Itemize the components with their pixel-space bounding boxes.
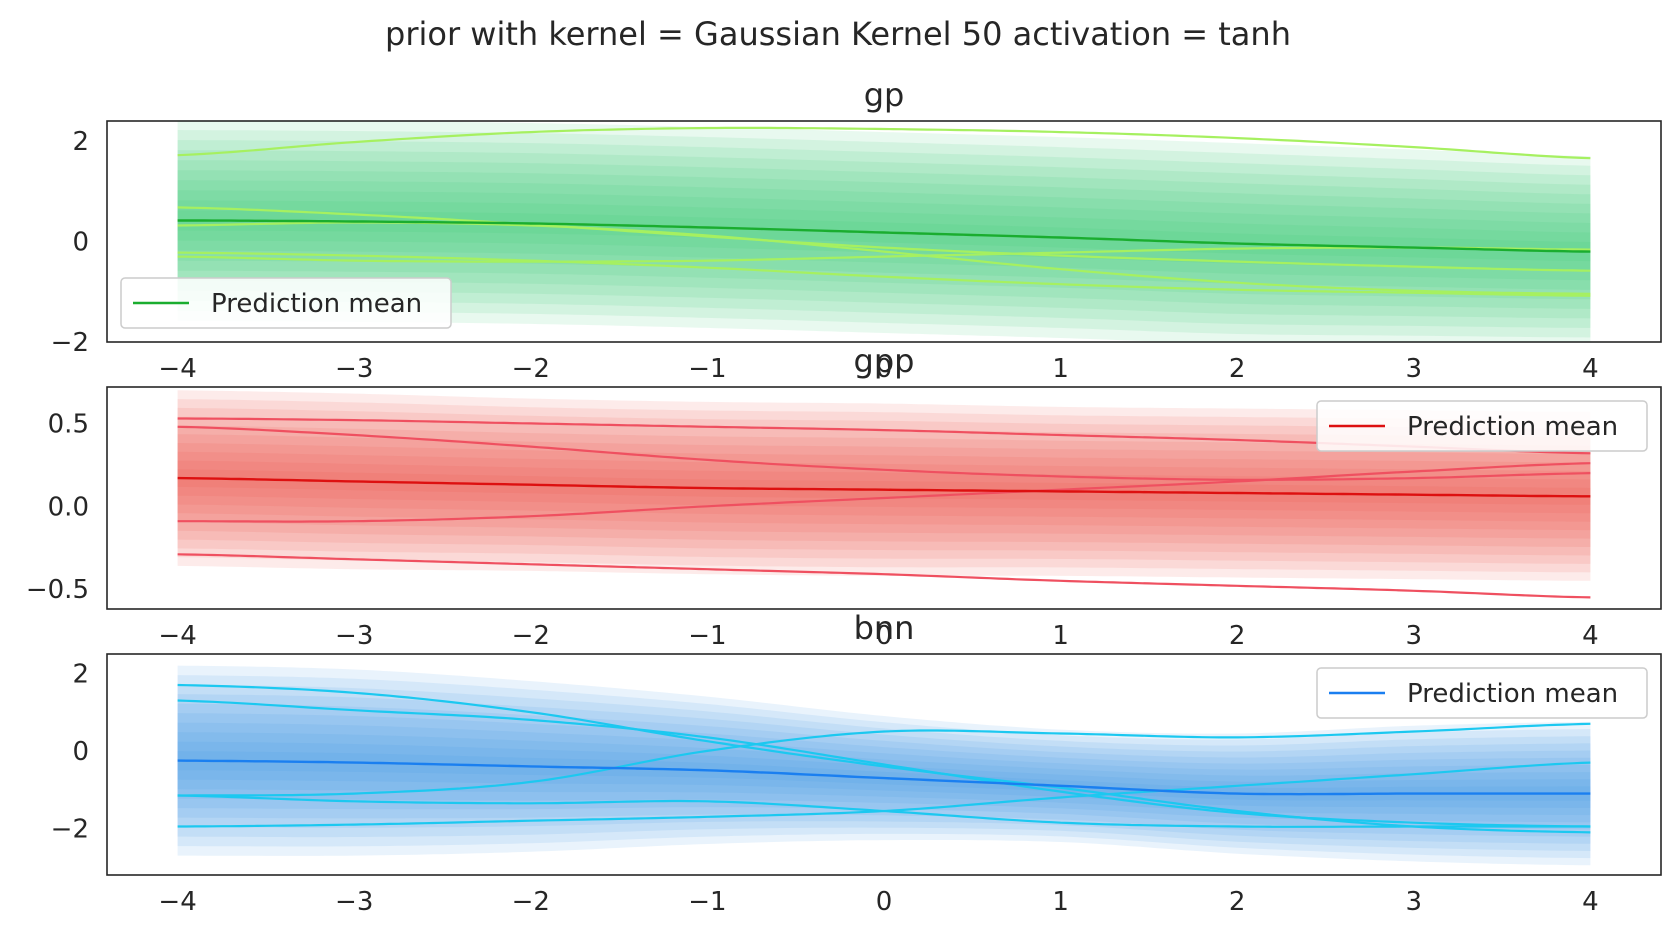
gpp-xtick-label: 3 [1406,621,1423,651]
bnn-ytick-label: −2 [51,815,89,845]
gp-uncertainty-band [177,150,1591,319]
gp-sample-line-5 [177,246,1591,263]
gpp-xtick-label: −3 [335,621,373,651]
gpp-ytick-label: 0.5 [48,409,89,439]
gpp-legend: Prediction mean [1316,400,1648,452]
bnn-legend: Prediction mean [1316,667,1648,719]
gpp-xtick-label: 0 [876,621,893,651]
gp-xtick-label: 0 [876,354,893,384]
gp-legend-box [120,277,452,329]
bnn-xtick-label: −1 [688,887,726,917]
gpp-xtick-label: −4 [158,621,196,651]
bnn-sample-line-1 [177,683,1591,834]
bnn-ytick-label: 0 [72,737,89,767]
gpp-uncertainty-band [177,416,1591,556]
gp-uncertainty-band [177,160,1591,309]
bnn-xtick-label: 3 [1406,887,1423,917]
gpp-xtick-label: 1 [1052,621,1069,651]
bnn-uncertainty-band [177,751,1591,801]
figure-suptitle: prior with kernel = Gaussian Kernel 50 a… [385,15,1291,53]
gp-title: gp [864,76,905,114]
gpp-xtick-label: −1 [688,621,726,651]
panel-gpp: −4 −3 −2 −1 0 1 2 3 4 0.5 0.0 −0.5 gpp Prediction mea… [26,342,1662,651]
gpp-sample-line-4 [177,553,1591,599]
gp-axes-frame [106,120,1662,343]
gpp-uncertainty-band [177,469,1591,505]
gpp-uncertainty-band [177,399,1591,573]
bnn-uncertainty-band [177,741,1591,808]
gp-xtick-label: 2 [1229,354,1246,384]
gpp-uncertainty-band [177,451,1591,522]
gp-xtick-label: −4 [158,354,196,384]
bnn-xtick-label: 1 [1052,887,1069,917]
bnn-xtick-label: 0 [876,887,893,917]
bnn-title: bnn [854,609,915,647]
bnn-plot-area [177,665,1591,866]
gp-plot-area [177,121,1591,342]
gp-ytick-label: 2 [72,127,89,157]
gp-sample-line-2 [177,206,1591,272]
bnn-xtick-label: −4 [158,887,196,917]
bnn-sample-line-5 [177,761,1591,828]
bnn-axes-frame [106,653,1662,876]
panel-gp: −4 −3 −2 −1 0 1 2 3 4 2 0 −2 gp Prediction mean [51,76,1662,384]
gp-xtick-label: 3 [1406,354,1423,384]
gp-uncertainty-band [177,190,1591,281]
panel-bnn: −4 −3 −2 −1 0 1 2 3 4 2 0 −2 bnn Prediction mean [51,609,1662,917]
gpp-plot-area [177,390,1591,599]
gp-legend-label: Prediction mean [211,289,422,319]
gp-sample-line-4 [177,251,1591,297]
gp-uncertainty-band [177,130,1591,338]
gp-legend: Prediction mean [120,277,452,329]
bnn-xtick-label: −2 [512,887,550,917]
gpp-xtick-label: −2 [512,621,550,651]
bnn-sample-line-3 [177,722,1591,797]
gp-xtick-label: −2 [512,354,550,384]
bnn-sample-line-2 [177,699,1591,828]
gpp-legend-box [1316,400,1648,452]
gpp-uncertainty-band [177,390,1591,581]
gp-xtick-label: 1 [1052,354,1069,384]
gpp-legend-label: Prediction mean [1407,412,1618,442]
gp-xtick-label: −3 [335,354,373,384]
bnn-xtick-label: −3 [335,887,373,917]
bnn-xtick-label: 2 [1229,887,1246,917]
gpp-mean-line [177,476,1591,498]
gp-sample-line-1 [177,126,1591,160]
gpp-title: gpp [854,342,915,380]
bnn-mean-line [177,759,1591,796]
bnn-ytick-label: 2 [72,659,89,689]
bnn-uncertainty-band [177,713,1591,830]
gp-uncertainty-band [177,200,1591,271]
gp-ytick-label: −2 [51,328,89,358]
gpp-uncertainty-band [177,434,1591,539]
gpp-sample-line-2 [177,425,1591,481]
gpp-axes-frame [106,386,1662,610]
gpp-sample-line-3 [177,462,1591,523]
gp-uncertainty-band [177,140,1591,328]
gp-uncertainty-band [177,170,1591,300]
bnn-legend-label: Prediction mean [1407,679,1618,709]
gp-xtick-label: 4 [1582,354,1599,384]
bnn-xtick-label: 4 [1582,887,1599,917]
gp-mean-line [177,219,1591,253]
bnn-uncertainty-band [177,722,1591,823]
gp-xtick-label: −1 [688,354,726,384]
gpp-xtick-label: 2 [1229,621,1246,651]
gpp-ytick-label: 0.0 [48,492,89,522]
gp-ytick-label: 0 [72,228,89,258]
gpp-uncertainty-band [177,460,1591,514]
bnn-uncertainty-band [177,684,1591,851]
bnn-legend-box [1316,667,1648,719]
gpp-uncertainty-band [177,443,1591,531]
bnn-uncertainty-band [177,694,1591,844]
gpp-xtick-label: 4 [1582,621,1599,651]
gpp-ytick-label: −0.5 [26,575,89,605]
